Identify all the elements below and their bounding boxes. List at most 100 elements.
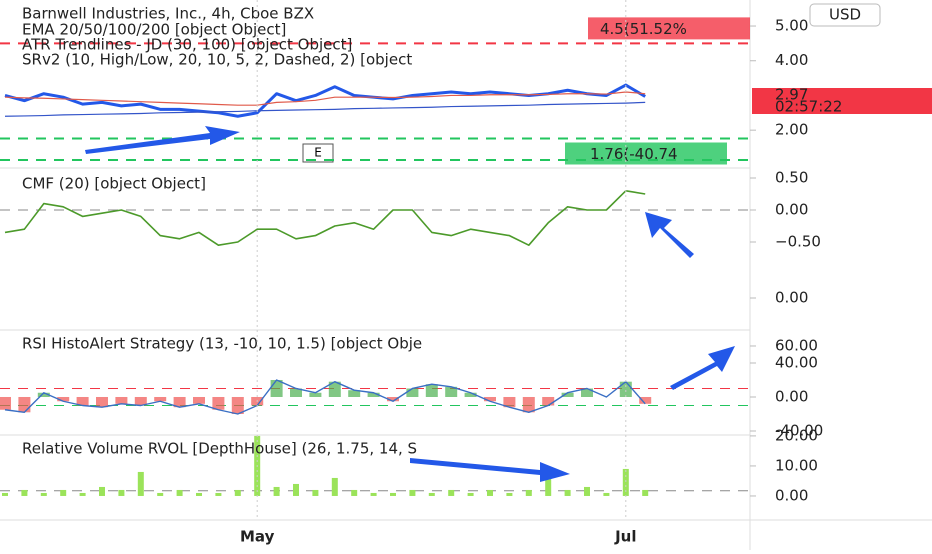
volume-bar xyxy=(215,492,222,496)
x-tick-label: Jul xyxy=(614,528,636,546)
event-marker[interactable] xyxy=(302,143,334,163)
histogram-bar xyxy=(309,392,322,397)
pane-title: CMF (20) [object Object] xyxy=(22,175,206,193)
volume-bar xyxy=(234,489,241,496)
volume-bar xyxy=(137,471,144,496)
histogram-bar xyxy=(619,381,632,397)
volume-bar xyxy=(79,492,86,496)
volume-bar xyxy=(584,486,590,496)
histogram-bar xyxy=(154,396,167,402)
y-tick-label: 0.50 xyxy=(775,169,808,187)
pane-title: Barnwell Industries, Inc., 4h, Cboe BZX xyxy=(22,5,314,23)
arrow xyxy=(670,346,735,390)
volume-bar xyxy=(273,486,280,496)
volume-bar xyxy=(293,483,299,496)
pane-title: Relative Volume RVOL [DepthHouse] (26, 1… xyxy=(22,440,417,458)
volume-bar xyxy=(157,492,164,496)
series-line xyxy=(4,91,646,106)
price-countdown: 02:57:22 xyxy=(775,98,842,116)
histogram-bar xyxy=(503,396,516,408)
histogram-bar xyxy=(445,386,458,397)
histogram-bar xyxy=(464,392,477,397)
volume-bar xyxy=(2,492,8,496)
y-tick-label: 10.00 xyxy=(775,456,818,474)
y-tick-label: 60.00 xyxy=(775,336,818,354)
volume-bar xyxy=(467,492,474,496)
series-line xyxy=(4,101,646,117)
volume-bar xyxy=(118,489,125,496)
volume-bar xyxy=(603,492,610,496)
volume-bar xyxy=(60,489,67,496)
histogram-bar xyxy=(134,396,147,406)
y-tick-label: −0.50 xyxy=(775,233,821,251)
arrow xyxy=(645,212,694,258)
histogram-bar xyxy=(484,396,496,402)
y-tick-label: 0.00 xyxy=(775,486,808,504)
price-tag-value: 2.97 xyxy=(775,86,808,104)
histogram-bar xyxy=(193,396,205,404)
histogram-bar xyxy=(348,390,361,397)
histogram-bar xyxy=(37,392,50,397)
arrow xyxy=(410,458,570,482)
histogram-bar xyxy=(387,396,399,402)
histogram-bar xyxy=(173,396,186,408)
histogram-bar xyxy=(0,396,11,410)
arrows xyxy=(85,126,735,482)
arrow xyxy=(85,126,240,154)
volume-bar xyxy=(642,489,649,496)
histogram-bar xyxy=(57,396,70,402)
histogram-bar xyxy=(115,396,128,404)
histogram-bar xyxy=(96,396,108,408)
currency-button[interactable] xyxy=(809,3,881,27)
histogram-bar xyxy=(425,384,438,397)
volume-bar xyxy=(331,477,338,496)
volume-bar xyxy=(21,489,28,496)
y-tick-label: 0.00 xyxy=(775,201,808,219)
level-tag xyxy=(565,142,727,165)
histogram-bar xyxy=(328,381,341,397)
x-tick-label: May xyxy=(240,528,275,546)
histogram-bar xyxy=(561,392,574,397)
volume-bar xyxy=(428,492,435,496)
volume-bar xyxy=(176,489,183,496)
series-line xyxy=(4,379,646,415)
y-tick-label: 2.00 xyxy=(775,121,808,139)
volume-bar xyxy=(40,492,47,496)
histogram-bar xyxy=(18,396,31,413)
volume-bar xyxy=(370,492,377,496)
level-tag-label: 4.5(51.52% xyxy=(600,20,687,38)
volume-bar xyxy=(390,492,396,496)
histogram-bar xyxy=(212,396,225,410)
y-tick-label: 5.00 xyxy=(775,17,808,35)
volume-bar xyxy=(448,489,455,496)
y-tick-label: 0.00 xyxy=(775,289,808,307)
histogram-bar xyxy=(542,396,555,406)
y-tick-label: 40.00 xyxy=(775,353,818,371)
y-tick-label: 0.00 xyxy=(775,387,808,405)
volume-bar xyxy=(564,489,571,496)
histogram-bar xyxy=(522,396,535,413)
volume-bar xyxy=(99,486,105,496)
histogram-bar xyxy=(581,388,593,397)
level-tag xyxy=(588,17,750,40)
level-tag-label: 1.76(-40.74 xyxy=(590,145,678,163)
volume-bar xyxy=(351,489,358,496)
histogram-bar xyxy=(76,396,89,406)
pane-subtitle: ATR Trendlines - JD (30, 100) [object Ob… xyxy=(22,36,352,54)
volume-bar xyxy=(545,468,552,496)
series-line xyxy=(4,190,646,246)
histogram-bar xyxy=(367,392,380,397)
volume-bar xyxy=(525,489,532,496)
histogram-bar xyxy=(231,396,244,414)
pane-subtitle: SRv2 (10, High/Low, 20, 10, 5, 2, Dashed… xyxy=(22,51,412,69)
volume-bar xyxy=(409,489,416,496)
currency-label: USD xyxy=(829,6,861,24)
y-tick-label: 20.00 xyxy=(775,426,818,444)
pane-subtitle: EMA 20/50/100/200 [object Object] xyxy=(22,21,286,39)
y-tick-label: -40.00 xyxy=(775,422,823,440)
volume-bar xyxy=(312,489,319,496)
y-tick-label: 4.00 xyxy=(775,51,808,69)
price-tag xyxy=(752,88,932,114)
volume-bar xyxy=(506,492,513,496)
